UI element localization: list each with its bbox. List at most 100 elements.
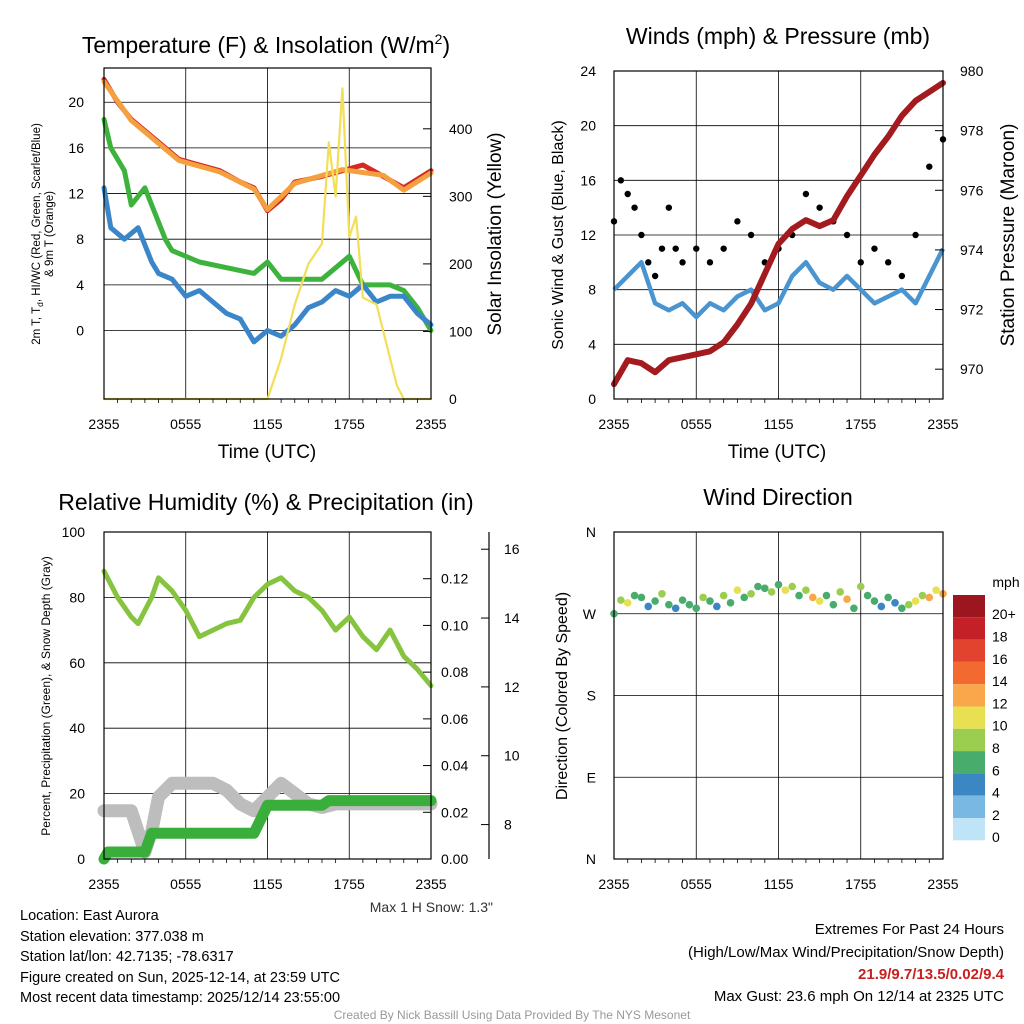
x-tick-label: 2355 (88, 416, 119, 432)
y-right-tick-label: 100 (449, 323, 473, 339)
winds-ylabel: Sonic Wind & Gust (Blue, Black) (550, 120, 567, 349)
x-tick-label: 2355 (927, 876, 958, 892)
station-latlon: Station lat/lon: 42.7135; -78.6317 (20, 949, 234, 965)
winds-frame (613, 70, 944, 400)
gust-point (843, 231, 851, 239)
humidity-axes: 2355 0555 1155 1755 23550204060801000.000.02… (62, 524, 520, 892)
y-tick-label: 0 (77, 851, 85, 867)
legend-swatch (953, 773, 985, 796)
series-line-sonic-wind (612, 247, 946, 320)
snow-tick-label: 10 (504, 748, 520, 764)
direction-ylabel: Direction (Colored By Speed) (554, 592, 571, 800)
direction-point (884, 593, 892, 602)
pressure-ylabel: Station Pressure (Maroon) (998, 124, 1019, 347)
direction-point (767, 588, 776, 596)
gust-point (912, 231, 919, 239)
x-tick-label: 2355 (927, 416, 958, 432)
insolation-ylabel: Solar Insolation (Yellow) (485, 132, 506, 335)
legend-swatch (953, 818, 985, 841)
snow-note: Max 1 H Snow: 1.3" (370, 899, 493, 915)
y-tick-label: 12 (580, 227, 596, 243)
y-right-tick-label: 980 (960, 63, 984, 79)
direction-point (856, 582, 865, 591)
gust-point (665, 204, 673, 211)
y-tick-label: 8 (76, 231, 84, 247)
direction-point (651, 597, 659, 605)
y-right-tick-label: 400 (449, 121, 473, 137)
direction-point (925, 593, 934, 602)
direction-point (665, 600, 673, 609)
y-tick-label: 12 (68, 186, 84, 202)
y-tick-label: E (587, 769, 596, 785)
direction-point (808, 593, 817, 602)
direction-point (671, 604, 680, 613)
winds-grid (613, 70, 944, 400)
legend-label: 16 (992, 651, 1008, 667)
winds-xlabel: Time (UTC) (728, 442, 827, 463)
gust-point (802, 190, 810, 198)
x-tick-label: 1755 (334, 416, 365, 432)
svg-text:& 9m T (Orange): & 9m T (Orange) (44, 191, 56, 277)
winds-panel: Winds (mph) & Pressure (mb) 2355 0555 1155… (550, 23, 1019, 463)
direction-point (623, 599, 632, 607)
humidity-panel: Relative Humidity (%) & Precipitation (i… (39, 489, 520, 915)
gust-point (645, 259, 652, 266)
direction-point (802, 586, 810, 594)
winds-title: Winds (mph) & Pressure (mb) (626, 23, 930, 49)
y-right-tick-label: 0 (449, 391, 457, 407)
legend-label: 2 (992, 807, 1000, 823)
y-right-tick-label: 0.08 (441, 664, 468, 680)
direction-point (850, 604, 858, 613)
gust-point (693, 245, 700, 252)
extremes-heading: Extremes For Past 24 Hours (815, 921, 1004, 938)
direction-point (740, 593, 749, 602)
direction-point (699, 593, 707, 602)
y-right-tick-label: 0.10 (441, 617, 468, 633)
direction-point (685, 600, 694, 609)
direction-point (898, 604, 906, 613)
y-right-tick-label: 200 (449, 256, 473, 272)
x-tick-label: 0555 (170, 876, 201, 892)
legend-label: 12 (992, 695, 1008, 711)
temperature-ylabel: 2m T, Td, HI/WC (Red, Green, Scarlet/Blu… (31, 123, 56, 345)
legend-label: 8 (992, 740, 1000, 756)
gust-point (617, 177, 625, 184)
y-right-tick-label: 0.00 (441, 851, 468, 867)
humidity-ylabel: Percent, Precipitation (Green), & Snow D… (39, 556, 53, 835)
direction-point (843, 595, 851, 604)
direction-point (918, 591, 927, 600)
x-tick-label: 1755 (845, 416, 876, 432)
direction-point (822, 591, 831, 600)
legend-swatch (953, 706, 985, 729)
direction-point (692, 604, 701, 613)
legend-swatch (953, 795, 985, 818)
y-right-tick-label: 978 (960, 123, 984, 139)
x-tick-label: 0555 (681, 416, 712, 432)
y-tick-label: 0 (588, 391, 596, 407)
direction-point (870, 597, 879, 605)
y-tick-label: 16 (580, 172, 596, 188)
gust-point (672, 245, 679, 252)
series-line-hi-wc (101, 185, 434, 345)
gust-point (734, 218, 741, 225)
direction-point (815, 597, 824, 605)
direction-point (747, 589, 755, 598)
direction-point (658, 589, 666, 598)
gust-point (631, 204, 638, 211)
y-right-tick-label: 0.06 (441, 711, 468, 727)
direction-point (754, 582, 762, 591)
legend-label: 20+ (992, 606, 1016, 622)
station-location: Location: East Aurora (20, 908, 159, 924)
humidity-title: Relative Humidity (%) & Precipitation (i… (58, 489, 473, 515)
snow-tick-label: 12 (504, 679, 520, 695)
direction-title: Wind Direction (703, 484, 853, 510)
y-tick-label: 40 (69, 720, 85, 736)
legend-label: 14 (992, 673, 1008, 689)
x-tick-label: 2355 (598, 416, 629, 432)
gust-point (651, 272, 659, 280)
x-tick-label: 2355 (598, 876, 629, 892)
legend-swatch (953, 595, 985, 618)
gust-point (720, 245, 727, 252)
y-tick-label: 20 (68, 94, 84, 110)
